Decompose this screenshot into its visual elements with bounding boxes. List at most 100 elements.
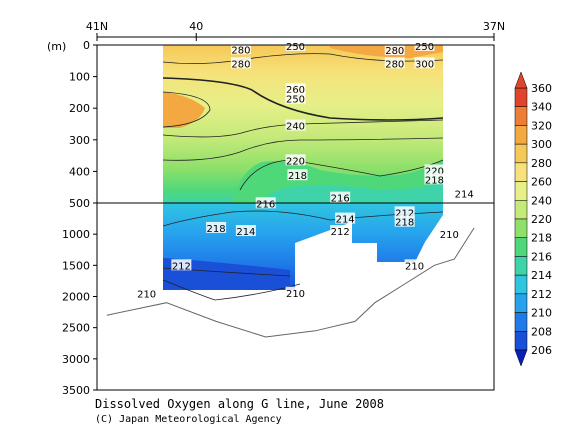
contour-line [162,91,211,128]
contour-label-bg [439,228,460,240]
colorbar-label: 300 [531,138,552,151]
contour-label-bg [285,83,306,95]
top-tick-label: 41N [86,20,108,33]
contour-label: 218 [207,224,226,235]
contour-label: 280 [385,59,404,70]
axes: 41N 40 37N 0 100 200 300 400 500 1000 1500 2000 250… [47,20,505,397]
y-tick-label: 1000 [62,228,90,241]
contour-label: 218 [288,171,307,182]
colorbar-swatch [514,143,528,164]
contour-label-bg [330,225,351,237]
contour-label: 250 [286,95,305,106]
contour-label-bg [285,119,306,131]
contour-label-bg [454,187,475,199]
y-tick-label: 400 [69,165,90,178]
colorbar-label: 218 [531,232,552,245]
colorbar-swatch [514,125,528,145]
y-tick-label: 0 [83,39,90,52]
contour-label: 210 [405,261,424,272]
contour-line [239,159,444,191]
y-tick-label: 1500 [62,259,90,272]
colorbar-swatch [514,237,528,257]
contour-label: 212 [395,208,414,219]
contour-label: 260 [286,85,305,96]
contour-label: 212 [172,261,191,272]
contour-label-bg [424,164,445,176]
colorbar-swatch [514,106,528,126]
contour-label: 240 [286,122,305,133]
colorbar-label: 280 [531,157,552,170]
colorbar-swatch [514,312,528,332]
y-tick-label: 300 [69,134,90,147]
colorbar-swatch [514,218,528,238]
colorbar-swatch [514,200,528,220]
contour-label: 212 [331,227,350,238]
contour-label-bg [404,259,425,271]
colorbar-label: 240 [531,194,552,207]
contour-label-bg [230,43,251,55]
credit-text: (C) Japan Meteorological Agency [95,414,282,425]
contour-label-bg [235,225,256,237]
contour-label-bg [330,191,351,203]
colorbar-top-arrow [514,71,528,89]
contour-label: 280 [231,45,250,56]
colorbar-swatch [514,162,528,182]
colorbar-label: 206 [531,344,552,357]
y-tick-label: 100 [69,71,90,84]
bottom-profile [106,227,475,338]
contour-label: 210 [137,289,156,300]
contour-label-bg [287,169,308,181]
contour-label-bg [394,215,415,227]
colorbar-label: 220 [531,213,552,226]
colorbar-swatch [514,331,528,351]
chart-title: Dissolved Oxygen along G line, June 2008 [95,397,384,411]
top-tick-label: 37N [483,20,505,33]
contour-label-bg [384,57,405,69]
contour-line [162,137,444,161]
contour-label-bg [335,212,356,224]
contour-label-bg [206,221,227,233]
colorbar-label: 340 [531,101,552,114]
colorbar-label: 212 [531,288,552,301]
contour-label-bg [384,44,405,56]
colorbar-swatch [514,87,528,107]
contour-label-bg [414,57,435,69]
contour-label: 280 [231,59,250,70]
y-ticks: 0 100 200 300 400 500 1000 1500 2000 2500 3000 3500 [62,39,97,397]
contour-label: 250 [286,42,305,53]
contour-line [162,77,444,121]
contour-label: 214 [455,190,474,201]
bottom-depth-line [106,227,475,338]
contour-line [162,210,444,227]
contour-label: 216 [256,199,275,210]
top-ticks: 41N 40 37N [86,20,505,41]
y-axis-label: (m) [47,40,66,53]
contour-label-bg [285,286,306,298]
contour-label: 220 [286,156,305,167]
y-tick-label: 3000 [62,353,90,366]
colorbar-label: 216 [531,250,552,263]
contour-label: 216 [331,194,350,205]
contour-label: 218 [425,175,444,186]
colorbar-label: 360 [531,82,552,95]
contour-label-bg [136,287,157,299]
colorbar-label: 320 [531,119,552,132]
y-tick-label: 2000 [62,291,90,304]
contour-label-bg [394,206,415,218]
colorbar-swatch [514,274,528,295]
contour-label-bg [424,173,445,185]
deep-blue-fill [163,258,290,290]
colorbar-swatch [514,181,528,201]
contour-label: 214 [236,227,255,238]
contour-line [162,119,444,138]
colorbar-label: 208 [531,325,552,338]
colorbar-label: 210 [531,307,552,320]
contour-label-bg [230,57,251,69]
contour-label-bg [285,154,306,166]
contour-label: 210 [440,230,459,241]
plot-fill [163,45,443,290]
contour-label: 218 [395,218,414,229]
colorbar-swatch [514,293,528,313]
colorbar-swatch [514,256,528,276]
